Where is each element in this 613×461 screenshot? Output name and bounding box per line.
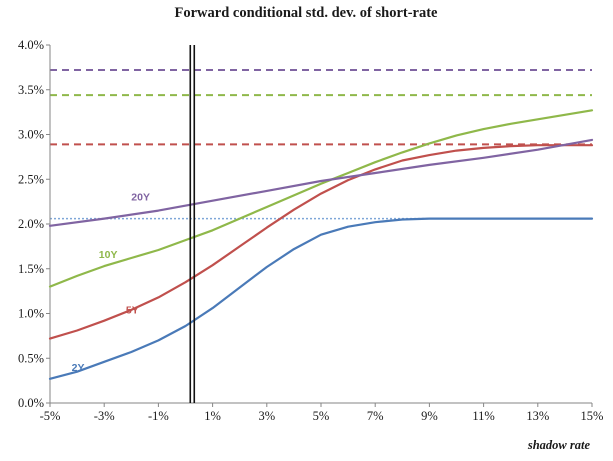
- reference-lines: [50, 69, 592, 220]
- y-tick-label-6: 3.0%: [18, 128, 44, 142]
- series-lines: [48, 109, 594, 380]
- series-label-2Y: 2Y: [72, 362, 85, 374]
- x-tick-label-0: -5%: [40, 409, 61, 423]
- x-axis-label: shadow rate: [527, 438, 591, 452]
- x-tick-label-10: 15%: [581, 409, 604, 423]
- series-label-10Y: 10Y: [99, 249, 118, 261]
- axes: 0.0% 0.5% 1.0% 1.5% 2.0% 2.5% 3.0% 3.5% 4.0% -5% -…: [18, 38, 604, 423]
- chart-title: Forward conditional std. dev. of short-r…: [175, 5, 439, 21]
- x-tick-label-9: 13%: [526, 409, 549, 423]
- x-tick-label-7: 9%: [421, 409, 438, 423]
- series-label-20Y: 20Y: [131, 192, 150, 204]
- x-tick-label-4: 3%: [258, 409, 275, 423]
- series-label-5Y: 5Y: [126, 305, 139, 317]
- x-tick-label-8: 11%: [472, 409, 494, 423]
- y-tick-label-5: 2.5%: [18, 172, 44, 186]
- y-tick-label-1: 0.5%: [18, 351, 44, 365]
- y-tick-label-8: 4.0%: [18, 38, 44, 52]
- series-labels: 2Y 5Y 10Y 20Y: [72, 192, 150, 374]
- vertical-marker: [189, 45, 196, 403]
- x-tick-label-1: -3%: [94, 409, 115, 423]
- x-tick-label-6: 7%: [367, 409, 384, 423]
- y-tick-label-2: 1.0%: [18, 307, 44, 321]
- x-tick-label-5: 5%: [313, 409, 330, 423]
- series-line-10Y: [48, 109, 594, 288]
- series-line-20Y: [48, 138, 594, 227]
- x-tick-label-2: -1%: [148, 409, 169, 423]
- y-tick-label-3: 1.5%: [18, 262, 44, 276]
- x-tick-label-3: 1%: [204, 409, 221, 423]
- series-line-2Y: [48, 217, 594, 380]
- y-tick-label-0: 0.0%: [18, 396, 44, 410]
- y-tick-label-4: 2.0%: [18, 217, 44, 231]
- series-line-5Y: [48, 144, 594, 340]
- y-tick-label-7: 3.5%: [18, 83, 44, 97]
